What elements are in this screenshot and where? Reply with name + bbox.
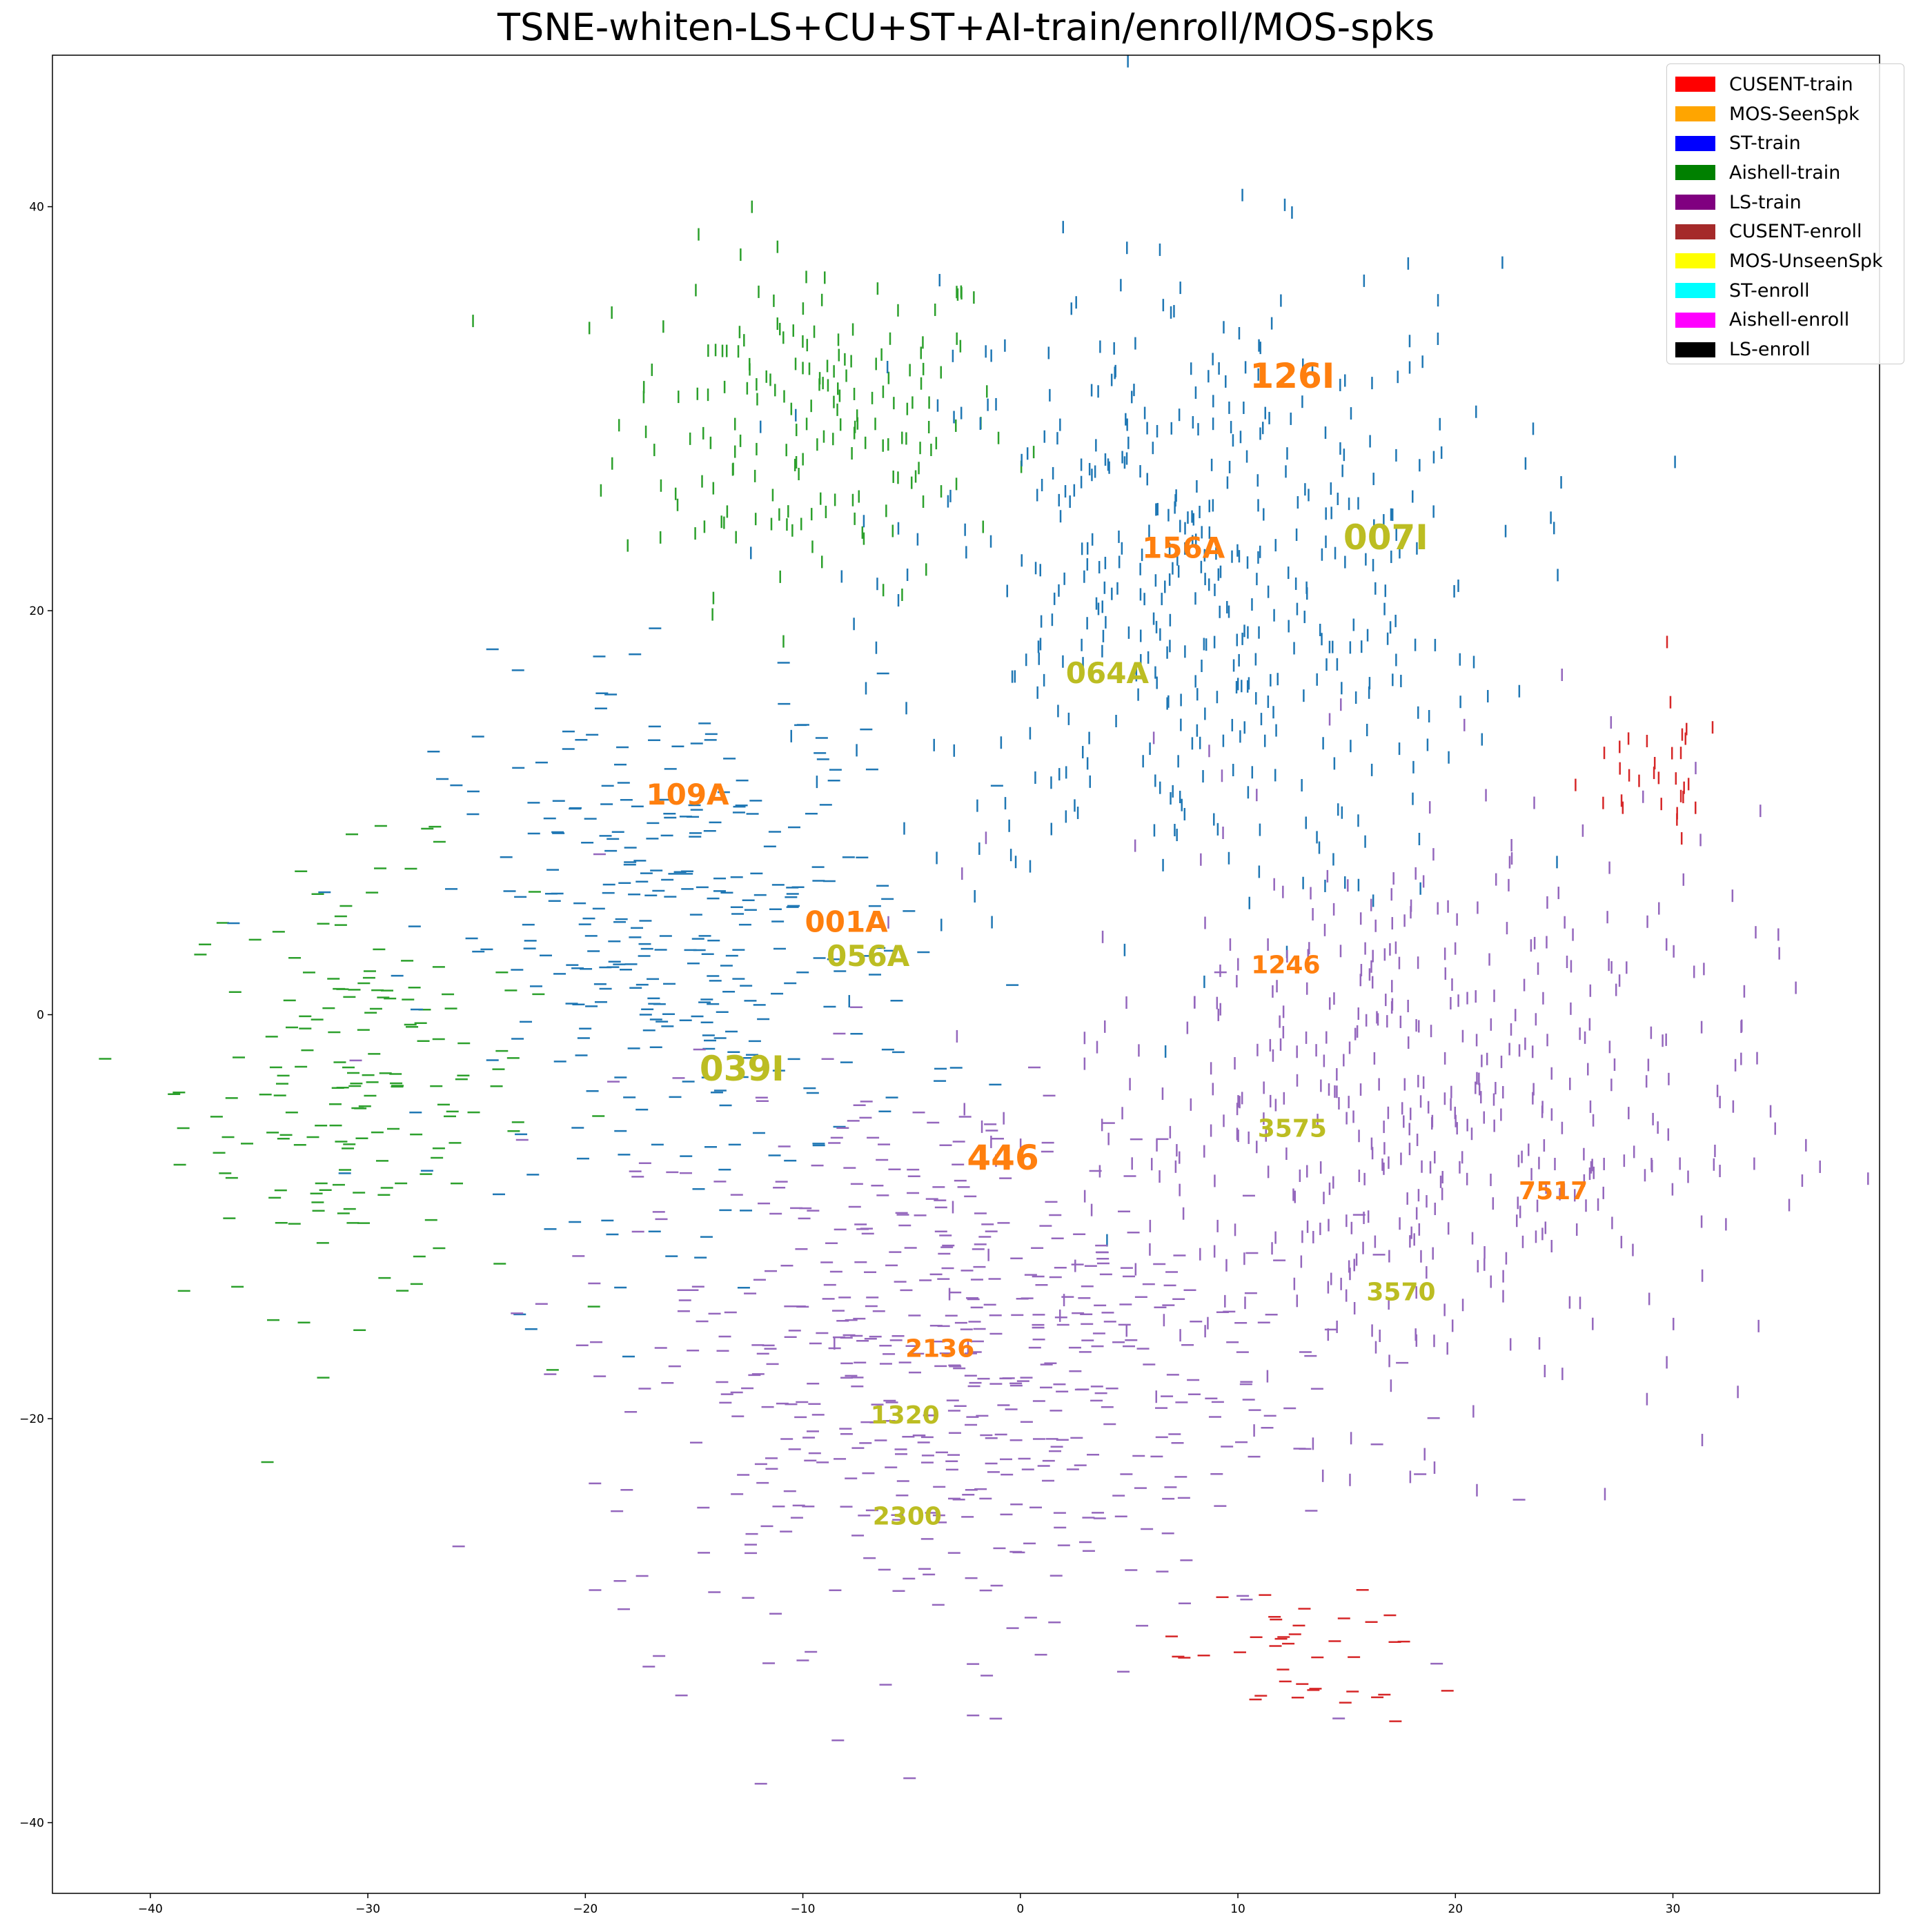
y-tick-label-2: 0 xyxy=(37,1009,44,1023)
y-tick-label-1: −20 xyxy=(19,1412,44,1426)
legend-label-5: CUSENT-enroll xyxy=(1729,221,1862,243)
speaker-label-4: 109A xyxy=(646,778,729,811)
legend-item-2: ST-train xyxy=(1675,128,1895,158)
legend-swatch-4 xyxy=(1675,195,1715,210)
speaker-label-5: 001A xyxy=(805,905,889,938)
y-tick-label-3: 20 xyxy=(29,604,44,618)
marks-layer xyxy=(99,55,1869,1785)
legend-label-1: MOS-SeenSpk xyxy=(1729,103,1860,125)
legend-label-3: Aishell-train xyxy=(1729,161,1841,184)
speaker-label-13: 2136 xyxy=(905,1335,974,1363)
legend-item-3: Aishell-train xyxy=(1675,158,1895,188)
legend-item-7: ST-enroll xyxy=(1675,276,1895,306)
x-tick-label-6: 20 xyxy=(1448,1902,1463,1916)
legend-item-8: Aishell-enroll xyxy=(1675,306,1895,335)
speaker-label-9: 3575 xyxy=(1258,1114,1327,1143)
legend-swatch-7 xyxy=(1675,283,1715,299)
x-tick-label-4: 0 xyxy=(1016,1902,1024,1916)
speaker-label-14: 1320 xyxy=(871,1401,940,1430)
legend-swatch-3 xyxy=(1675,165,1715,181)
speaker-label-3: 064A xyxy=(1066,656,1150,690)
y-tick-label-0: −40 xyxy=(19,1817,44,1831)
legend-swatch-0 xyxy=(1675,77,1715,92)
speaker-label-0: 126I xyxy=(1250,356,1334,396)
legend-swatch-5 xyxy=(1675,224,1715,239)
chart-title: TSNE-whiten-LS+CU+ST+AI-train/enroll/MOS… xyxy=(497,6,1435,49)
legend-swatch-1 xyxy=(1675,106,1715,122)
speaker-label-11: 7517 xyxy=(1519,1177,1588,1205)
legend-label-4: LS-train xyxy=(1729,191,1802,213)
speaker-label-7: 039I xyxy=(700,1049,785,1089)
x-tick-label-7: 30 xyxy=(1666,1902,1681,1916)
x-tick-label-2: −20 xyxy=(573,1902,598,1916)
legend-item-1: MOS-SeenSpk xyxy=(1675,99,1895,129)
legend-label-0: CUSENT-train xyxy=(1729,73,1853,95)
speaker-label-6: 056A xyxy=(827,939,910,973)
legend-label-7: ST-enroll xyxy=(1729,279,1810,302)
legend-item-0: CUSENT-train xyxy=(1675,70,1895,99)
speaker-label-10: 446 xyxy=(967,1138,1038,1178)
legend-swatch-6 xyxy=(1675,253,1715,269)
plot-frame xyxy=(52,55,1880,1894)
x-tick-label-1: −30 xyxy=(355,1902,380,1916)
axis-layer: −40 −30 −20 −10 0 10 20 30 −40 −20 0 20 40 xyxy=(19,201,1680,1916)
legend-item-5: CUSENT-enroll xyxy=(1675,217,1895,246)
x-tick-label-3: −10 xyxy=(791,1902,816,1916)
legend-item-4: LS-train xyxy=(1675,188,1895,217)
legend-label-2: ST-train xyxy=(1729,132,1801,155)
legend-label-9: LS-enroll xyxy=(1729,339,1811,361)
speaker-label-8: 1246 xyxy=(1251,951,1320,979)
legend-swatch-8 xyxy=(1675,312,1715,328)
legend-label-6: MOS-UnseenSpk xyxy=(1729,250,1883,272)
speaker-label-1: 156A xyxy=(1142,531,1225,565)
speaker-label-15: 2300 xyxy=(873,1502,942,1530)
legend-item-6: MOS-UnseenSpk xyxy=(1675,246,1895,276)
legend-swatch-2 xyxy=(1675,135,1715,151)
y-tick-label-4: 40 xyxy=(29,201,44,215)
legend-item-9: LS-enroll xyxy=(1675,335,1895,364)
x-tick-label-0: −40 xyxy=(138,1902,163,1916)
speaker-label-2: 007I xyxy=(1343,518,1428,558)
legend-swatch-9 xyxy=(1675,342,1715,357)
x-tick-label-5: 10 xyxy=(1230,1902,1245,1916)
speaker-label-12: 3570 xyxy=(1366,1279,1435,1307)
legend: CUSENT-train MOS-SeenSpk ST-train Aishell-t… xyxy=(1666,63,1904,364)
legend-label-8: Aishell-enroll xyxy=(1729,309,1850,331)
